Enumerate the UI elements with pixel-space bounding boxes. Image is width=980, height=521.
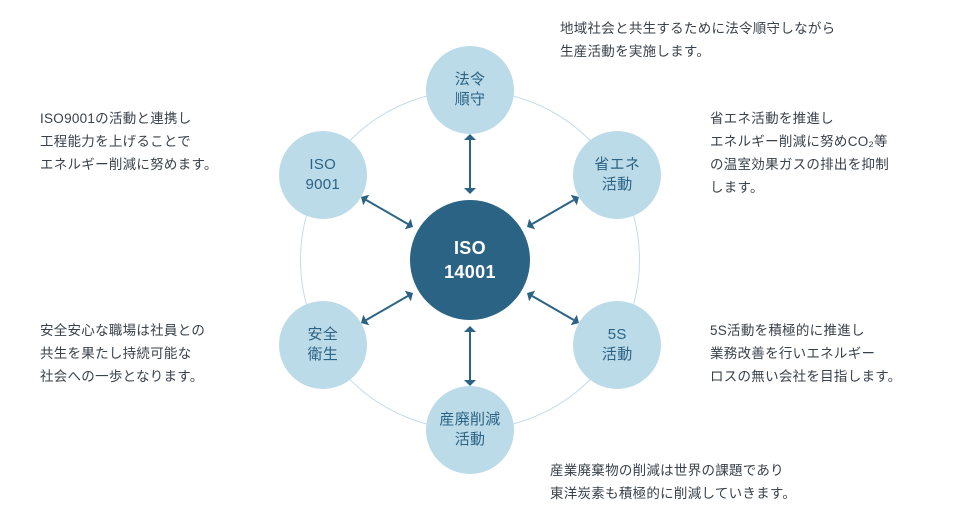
desc-energy: 省エネ活動を推進し エネルギー削減に努めCO₂等 の温室効果ガスの排出を抑制 し… [710,108,889,200]
desc-compliance: 地域社会と共生するために法令順守しながら 生産活動を実施します。 [560,18,835,64]
node-energy: 省エネ 活動 [573,131,661,219]
node-safety: 安全 衛生 [279,301,367,389]
node-fives: 5S 活動 [573,301,661,389]
desc-waste: 産業廃棄物の削減は世界の課題であり 東洋炭素も積極的に削減していきます。 [550,460,796,506]
iso14001-radial-diagram: ISO 14001 法令 順守省エネ 活動 5S 活動産廃削減 活動安全 衛生 IS… [0,0,980,521]
node-waste: 産廃削減 活動 [426,386,514,474]
node-compliance: 法令 順守 [426,46,514,134]
hub-node-iso14001: ISO 14001 [410,200,530,320]
desc-iso9001: ISO9001の活動と連携し 工程能力を上げることで エネルギー削減に努めます。 [40,108,218,177]
node-iso9001: ISO 9001 [279,131,367,219]
desc-safety: 安全安心な職場は社員との 共生を果たし持続可能な 社会への一歩となります。 [40,320,205,389]
desc-fives: 5S活動を積極的に推進し 業務改善を行いエネルギー ロスの無い会社を目指します。 [710,320,901,389]
